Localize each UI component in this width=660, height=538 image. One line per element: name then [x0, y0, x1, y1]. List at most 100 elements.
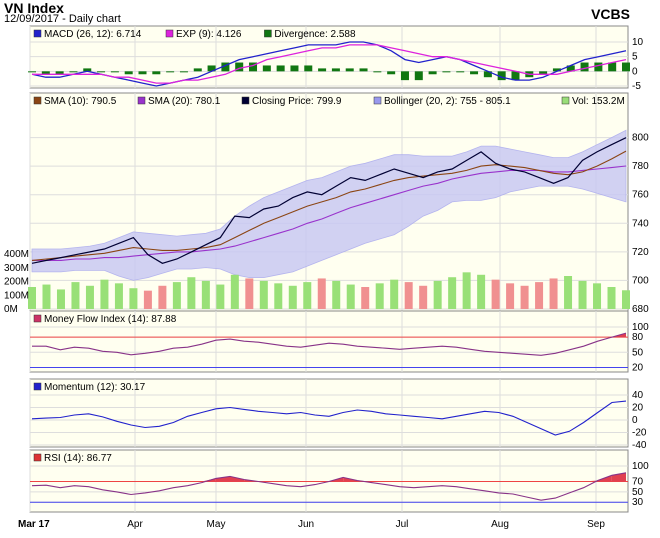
momentum-ytick-label: -40	[632, 440, 647, 451]
x-axis-label-sep: Sep	[587, 519, 605, 530]
momentum-ytick-label: -20	[632, 428, 647, 439]
volume-bar	[593, 283, 602, 309]
volume-tick-label: 400M	[4, 249, 29, 260]
macd-divergence-bar	[152, 71, 161, 75]
volume-bar	[549, 278, 558, 309]
macd-divergence-bar	[331, 68, 340, 72]
macd-divergence-bar	[166, 71, 175, 73]
macd-legend-swatch-2	[264, 29, 272, 38]
volume-tick-label: 200M	[4, 277, 29, 288]
rsi-ytick-label: 70	[632, 477, 644, 488]
volume-bar	[158, 285, 167, 309]
macd-divergence-bar	[345, 68, 354, 72]
volume-bar	[564, 276, 573, 309]
macd-divergence-bar	[249, 62, 258, 72]
macd-divergence-bar	[470, 71, 479, 75]
volume-bar	[506, 283, 515, 309]
mfi-ytick-label: 80	[632, 332, 644, 343]
mfi-ytick-label: 20	[632, 362, 644, 373]
rsi-ytick-label: 100	[632, 461, 649, 472]
volume-bar	[303, 282, 312, 309]
volume-bar	[129, 288, 138, 309]
rsi-overbought-fill	[583, 480, 598, 482]
macd-divergence-bar	[511, 71, 520, 81]
macd-divergence-bar	[55, 71, 64, 75]
macd-divergence-bar	[608, 62, 617, 72]
volume-tick-label: 100M	[4, 290, 29, 301]
volume-tick-label: 0M	[4, 304, 18, 315]
volume-bar	[520, 285, 529, 309]
x-axis-label-mar-17: Mar 17	[18, 519, 50, 530]
momentum-ytick-label: 40	[632, 390, 644, 401]
macd-divergence-bar	[552, 68, 561, 72]
brand-label: VCBS	[591, 6, 630, 22]
macd-ytick-label: 0	[632, 66, 638, 77]
price-legend-label-1: SMA (20): 780.1	[148, 96, 221, 107]
macd-legend-label-2: Divergence: 2.588	[274, 29, 356, 40]
volume-bar	[230, 274, 239, 309]
volume-bar	[143, 290, 152, 309]
macd-divergence-bar	[262, 65, 271, 72]
volume-bar	[85, 285, 94, 309]
price-line-sma-20-	[32, 165, 627, 261]
rsi-legend-label-0: RSI (14): 86.77	[44, 453, 112, 464]
momentum-panel-bg	[29, 378, 629, 448]
x-axis-label-apr: Apr	[127, 519, 143, 530]
volume-bar	[404, 282, 413, 309]
volume-bar	[578, 280, 587, 309]
macd-line-macd	[31, 41, 627, 87]
momentum-legend-label-0: Momentum (12): 30.17	[44, 382, 146, 393]
macd-divergence-bar	[221, 62, 230, 72]
volume-bar	[332, 280, 341, 309]
macd-divergence-bar	[442, 71, 451, 73]
volume-bar	[448, 277, 457, 309]
x-axis-label-jun: Jun	[298, 519, 314, 530]
price-ytick-label: 780	[632, 161, 649, 172]
momentum-ytick-label: 0	[632, 415, 638, 426]
macd-divergence-bar	[400, 71, 409, 81]
macd-divergence-bar	[276, 65, 285, 72]
price-ytick-label: 700	[632, 275, 649, 286]
volume-bar	[28, 287, 36, 309]
volume-bar	[56, 289, 65, 309]
price-legend-label-0: SMA (10): 790.5	[44, 96, 117, 107]
volume-bar	[375, 283, 384, 309]
volume-bar	[274, 283, 283, 309]
macd-divergence-bar	[69, 71, 78, 73]
macd-divergence-bar	[97, 71, 106, 73]
volume-bar	[419, 285, 428, 309]
price-legend-swatch-1	[137, 96, 146, 105]
macd-ytick-label: 5	[632, 52, 638, 63]
volume-bar	[245, 278, 254, 309]
macd-divergence-bar	[539, 71, 548, 75]
x-axis-label-aug: Aug	[491, 519, 509, 530]
macd-divergence-bar	[290, 65, 299, 72]
x-axis-label-jul: Jul	[396, 519, 409, 530]
macd-divergence-bar	[304, 65, 313, 72]
macd-legend-swatch-1	[165, 29, 174, 38]
volume-bar	[433, 280, 442, 309]
price-legend-label-4: Vol: 153.2M	[572, 96, 625, 107]
macd-divergence-bar	[414, 71, 423, 81]
momentum-line	[31, 400, 627, 436]
price-line-closing-price	[31, 137, 627, 264]
volume-tick-label: 300M	[4, 263, 29, 274]
macd-divergence-bar	[235, 62, 244, 72]
macd-divergence-bar	[28, 71, 36, 73]
rsi-ytick-label: 30	[632, 497, 644, 508]
chart-title: VN Index	[4, 0, 64, 16]
price-ytick-label: 740	[632, 218, 649, 229]
volume-bar	[477, 274, 486, 309]
price-ytick-label: 800	[632, 133, 649, 144]
price-legend-swatch-2	[241, 96, 250, 105]
mfi-line	[32, 332, 627, 356]
rsi-overbought-fill	[215, 476, 230, 482]
macd-divergence-bar	[124, 71, 133, 75]
macd-divergence-bar	[428, 71, 437, 75]
mfi-panel-bg	[29, 310, 629, 373]
macd-divergence-bar	[138, 71, 147, 75]
macd-divergence-bar	[387, 71, 396, 75]
rsi-line	[31, 472, 627, 501]
macd-ytick-label: 10	[632, 37, 644, 48]
macd-divergence-bar	[207, 65, 216, 72]
